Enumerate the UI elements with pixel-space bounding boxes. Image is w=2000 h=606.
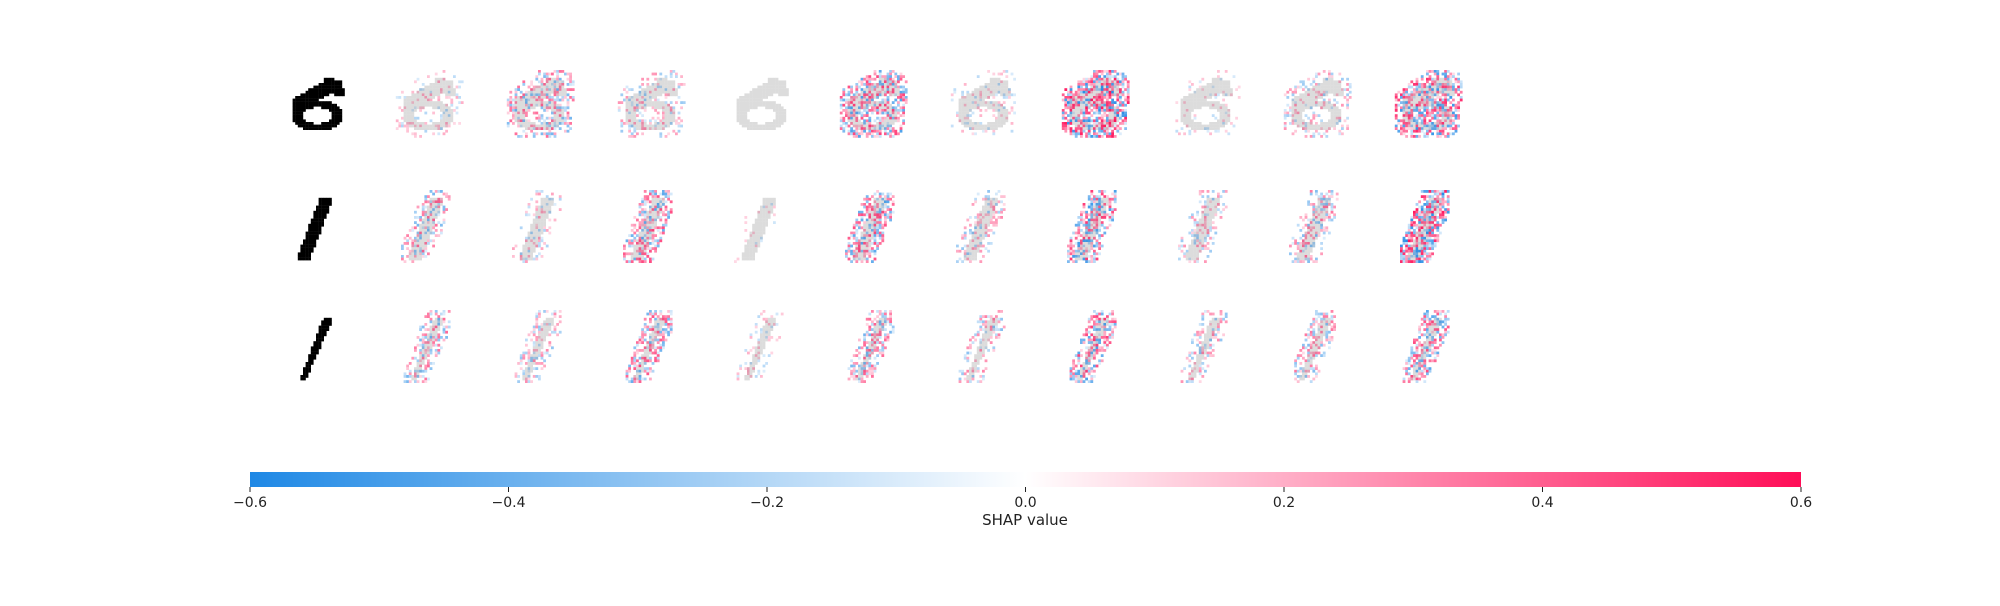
shap-explanation-panel [1400,190,1450,263]
image-grid [292,70,1463,383]
shap-explanation-panel [1394,70,1463,138]
colorbar-tick-label: 0.2 [1273,495,1295,511]
colorbar-tick-label: −0.2 [750,495,784,511]
shap-explanation-panel [623,190,673,263]
shap-explanation-panel [1180,310,1228,383]
shap-explanation-panel [736,310,784,381]
input-image-digit-1 [297,197,332,261]
input-image-digit-6 [292,77,345,130]
shap-explanation-panel [845,190,895,263]
shap-explanation-panel [512,190,562,263]
shap-explanation-panel [1067,190,1117,263]
shap-explanation-panel [958,310,1006,383]
colorbar-tick-label: −0.4 [492,495,526,511]
colorbar-tick-label: 0.4 [1531,495,1553,511]
shap-explanation-panel [1178,190,1228,263]
shap-explanation-panel [1061,70,1130,138]
shap-explanation-panel [950,70,1016,136]
shap-explanation-panel [1175,70,1241,136]
colorbar-label: SHAP value [982,511,1068,529]
shap-explanation-panel [403,310,451,383]
shap-explanation-panel [395,70,464,138]
colorbar-gradient [250,472,1801,487]
shap-explanation-panel [839,70,908,138]
colorbar-ticks: −0.6 −0.4 −0.2 0.0 0.2 0.4 0.6 [233,487,1812,511]
shap-explanation-panel [1283,70,1352,138]
shap-explanation-panel [1294,310,1336,383]
shap-explanation-panel [1069,310,1117,383]
colorbar: −0.6 −0.4 −0.2 0.0 0.2 0.4 0.6 SHAP value [233,472,1812,529]
shap-explanation-panel [506,70,575,138]
shap-explanation-panel [625,310,673,383]
colorbar-tick-label: 0.0 [1014,495,1036,511]
colorbar-tick-label: −0.6 [233,495,267,511]
shap-explanation-panel [401,190,451,263]
shap-explanation-panel [617,70,686,138]
shap-explanation-panel [1289,190,1339,263]
shap-explanation-panel [847,310,895,383]
colorbar-tick-label: 0.6 [1790,495,1812,511]
shap-explanation-panel [1402,310,1450,383]
input-image-digit-1 [300,317,332,381]
shap-explanation-panel [514,310,562,383]
shap-explanation-panel [734,197,776,263]
shap-explanation-panel [956,190,1006,263]
shap-explanation-panel [736,77,789,130]
